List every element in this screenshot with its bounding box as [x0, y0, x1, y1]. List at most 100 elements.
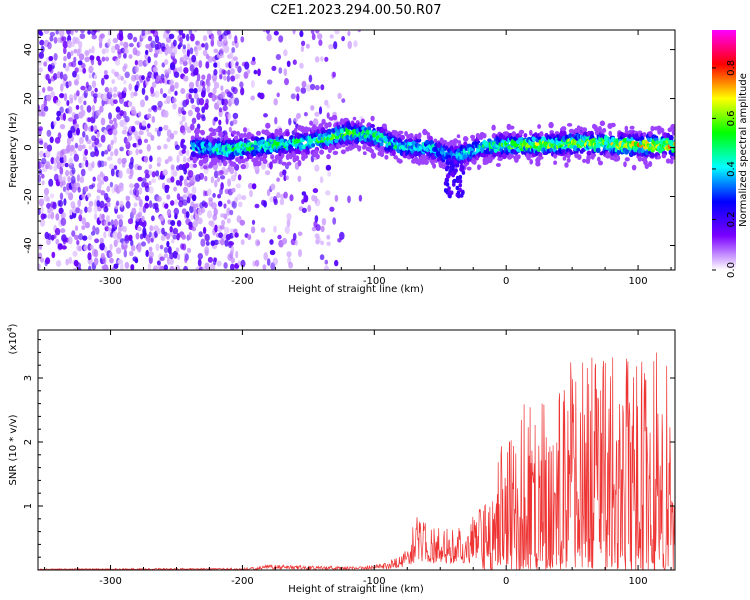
spectrogram-cell — [218, 107, 223, 113]
spectrogram-cell — [71, 60, 77, 68]
snr-scale-close: ) — [8, 323, 19, 327]
spectrogram-cell — [240, 36, 245, 43]
spectrogram-cell — [334, 259, 339, 267]
spectrogram-cell — [198, 172, 205, 180]
spectrogram-cell — [172, 58, 177, 65]
spectrogram-cell — [263, 113, 268, 118]
spectrogram-cell — [97, 182, 102, 190]
spectrogram-cell — [224, 226, 230, 234]
spectrogram-cell — [303, 194, 309, 203]
spectrogram-cell — [90, 231, 96, 236]
spectrogram-cell — [182, 129, 186, 136]
spectrogram-cell — [230, 75, 236, 82]
spectrogram-cell — [119, 200, 124, 208]
spectrogram-cell — [53, 53, 58, 61]
y-tick-label: 1 — [23, 503, 34, 509]
spectrogram-cell — [48, 86, 54, 92]
spectrogram-cell — [81, 109, 86, 117]
spectrogram-ridge-cell — [669, 158, 674, 165]
spectrogram-cell — [230, 59, 234, 68]
spectrogram-cell — [220, 182, 224, 191]
spectrogram-cell — [64, 162, 69, 168]
spectrogram-cell — [164, 203, 169, 209]
spectrogram-cell — [151, 81, 157, 88]
spectrogram-cell — [141, 241, 146, 247]
spectrogram-cell — [320, 240, 324, 246]
spectrogram-ridge-cell — [559, 130, 564, 137]
spectrogram-cell — [165, 95, 172, 101]
spectrogram-cell — [283, 49, 288, 57]
spectrogram-cell — [112, 117, 117, 123]
spectrogram-cell — [223, 203, 227, 209]
spectrogram-cell — [63, 198, 67, 206]
spectrogram-ridge-cell — [586, 154, 591, 161]
spectrogram-ridge-cell — [370, 124, 375, 128]
spectrogram-cell — [266, 79, 273, 85]
spectrogram-cell — [82, 235, 88, 241]
spectrogram-cell — [70, 144, 75, 152]
spectrogram-cell — [233, 228, 238, 233]
spectrogram-cell — [146, 113, 152, 119]
spectrogram-cell — [72, 250, 78, 257]
spectrogram-ridge-cell — [194, 133, 200, 138]
spectrogram-ridge-cell — [660, 127, 665, 134]
spectrogram-cell — [87, 206, 92, 213]
spectrogram-cell — [91, 105, 96, 111]
spectrogram-cell — [107, 221, 111, 226]
spectrogram-cell — [191, 54, 197, 63]
spectrogram-cell — [273, 195, 278, 203]
spectrogram-cell — [213, 170, 219, 179]
spectrogram-cell — [107, 30, 112, 36]
spectrogram-cell — [108, 112, 112, 120]
spectrogram-cell — [152, 30, 159, 38]
spectrogram-cell — [58, 174, 63, 183]
spectrogram-ridge-cell — [200, 141, 206, 148]
spectrogram-ridge-cell — [370, 152, 377, 159]
spectrogram-cell — [229, 68, 235, 75]
spectrogram-cell — [249, 189, 253, 198]
spectrogram-cell — [301, 80, 307, 88]
spectrogram-cell — [223, 35, 228, 43]
spectrogram-cell — [70, 201, 76, 209]
colorbar-tick-label: 0.2 — [726, 212, 737, 228]
spectrogram-cell — [183, 75, 189, 82]
spectrogram-ridge-cell — [203, 165, 208, 170]
spectrogram-cell — [46, 129, 52, 137]
spectrogram-cell — [146, 144, 151, 152]
spectrogram-cell — [91, 45, 95, 54]
spectrogram-cell — [71, 167, 76, 175]
spectrogram-cell — [134, 188, 140, 198]
spectrogram-cell — [65, 169, 70, 177]
spectrogram-ridge-cell — [207, 146, 213, 152]
spectrogram-cell — [240, 87, 245, 96]
spectrogram-cell — [122, 110, 127, 119]
spectrogram-cell — [182, 243, 187, 251]
spectrogram-cell — [76, 90, 80, 97]
spectrogram-ridge-cell — [240, 164, 247, 170]
x-tick-label: 100 — [629, 276, 648, 287]
spectrogram-ridge-cell — [450, 160, 454, 165]
spectrogram-ridge-cell — [334, 138, 340, 144]
spectrogram-cell — [266, 258, 271, 266]
spectrogram-cell — [164, 59, 169, 66]
spectrogram-ridge-cell — [637, 156, 642, 162]
spectrogram-cell — [151, 215, 155, 222]
spectrogram-cell — [90, 151, 96, 158]
spectrogram-cell — [147, 236, 151, 244]
spectrogram-cell — [175, 247, 180, 253]
spectrogram-ridge-cell — [654, 140, 661, 145]
spectrogram-cell — [113, 135, 117, 144]
spectrogram-cell — [63, 55, 67, 62]
spectrogram-ridge-cell — [297, 160, 302, 167]
spectrogram-cell — [62, 176, 66, 182]
spectrogram-cell — [68, 157, 74, 166]
spectrogram-cell — [216, 177, 221, 183]
spectrogram-cell — [118, 214, 124, 220]
spectrogram-cell — [197, 84, 202, 93]
spectrogram-cell — [213, 62, 218, 68]
spectrogram-ridge-cell — [362, 143, 367, 149]
spectrogram-cell — [55, 238, 60, 245]
spectrogram-cell — [296, 112, 301, 119]
spectrogram-cell — [321, 218, 327, 226]
spectrogram-cell — [93, 213, 98, 220]
